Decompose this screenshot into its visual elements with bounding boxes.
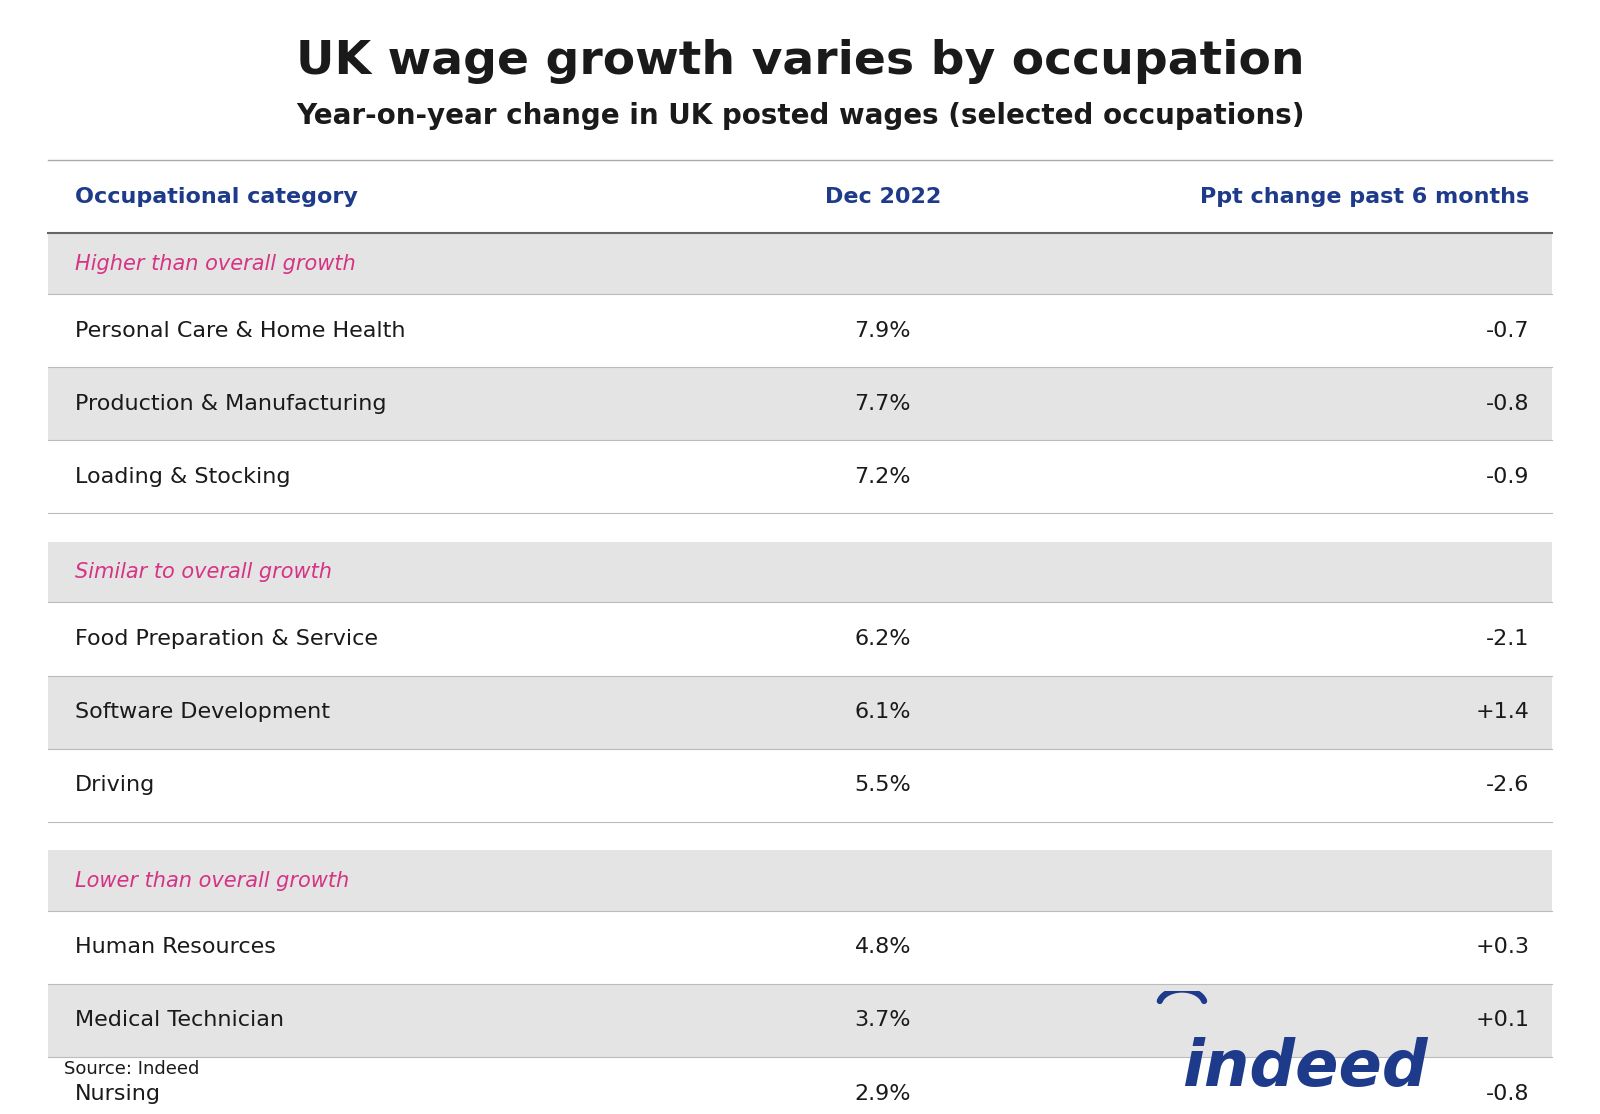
Bar	[48, 368, 1552, 440]
Text: Medical Technician: Medical Technician	[75, 1010, 285, 1030]
Bar	[48, 603, 1552, 675]
Text: Nursing: Nursing	[75, 1084, 162, 1104]
Text: 3.7%: 3.7%	[854, 1010, 910, 1030]
Text: Loading & Stocking: Loading & Stocking	[75, 467, 291, 487]
Text: 4.8%: 4.8%	[854, 937, 910, 957]
Text: -2.6: -2.6	[1486, 775, 1530, 795]
Text: Software Development: Software Development	[75, 702, 330, 722]
Text: Similar to overall growth: Similar to overall growth	[75, 563, 333, 583]
Bar	[48, 1057, 1552, 1114]
Bar	[48, 850, 1552, 911]
Text: UK wage growth varies by occupation: UK wage growth varies by occupation	[296, 39, 1304, 84]
Bar	[48, 541, 1552, 603]
Text: Food Preparation & Service: Food Preparation & Service	[75, 629, 378, 649]
Text: 2.9%: 2.9%	[854, 1084, 910, 1104]
Text: Human Resources: Human Resources	[75, 937, 275, 957]
Text: +1.4: +1.4	[1475, 702, 1530, 722]
Text: Higher than overall growth: Higher than overall growth	[75, 254, 355, 274]
Text: Production & Manufacturing: Production & Manufacturing	[75, 393, 387, 413]
Bar	[48, 294, 1552, 368]
Bar	[48, 234, 1552, 294]
Text: 7.9%: 7.9%	[854, 321, 910, 341]
Text: -0.9: -0.9	[1486, 467, 1530, 487]
Text: Ppt change past 6 months: Ppt change past 6 months	[1200, 187, 1530, 207]
Text: Personal Care & Home Health: Personal Care & Home Health	[75, 321, 405, 341]
Text: 6.1%: 6.1%	[854, 702, 910, 722]
Text: Dec 2022: Dec 2022	[824, 187, 941, 207]
Text: Year-on-year change in UK posted wages (selected occupations): Year-on-year change in UK posted wages (…	[296, 102, 1304, 130]
Text: Occupational category: Occupational category	[75, 187, 358, 207]
Bar	[48, 911, 1552, 984]
Text: 6.2%: 6.2%	[854, 629, 910, 649]
Text: Source: Indeed: Source: Indeed	[64, 1061, 200, 1078]
Text: -0.8: -0.8	[1486, 393, 1530, 413]
Bar	[48, 749, 1552, 822]
Text: +0.3: +0.3	[1475, 937, 1530, 957]
Text: -0.7: -0.7	[1486, 321, 1530, 341]
Text: Lower than overall growth: Lower than overall growth	[75, 870, 349, 890]
Bar	[48, 440, 1552, 514]
Bar	[48, 984, 1552, 1057]
Bar	[48, 675, 1552, 749]
Text: +0.1: +0.1	[1475, 1010, 1530, 1030]
Text: 7.7%: 7.7%	[854, 393, 910, 413]
Text: -0.8: -0.8	[1486, 1084, 1530, 1104]
Text: 7.2%: 7.2%	[854, 467, 910, 487]
Text: -2.1: -2.1	[1486, 629, 1530, 649]
Text: Driving: Driving	[75, 775, 155, 795]
Text: 5.5%: 5.5%	[854, 775, 910, 795]
Text: indeed: indeed	[1182, 1037, 1427, 1098]
